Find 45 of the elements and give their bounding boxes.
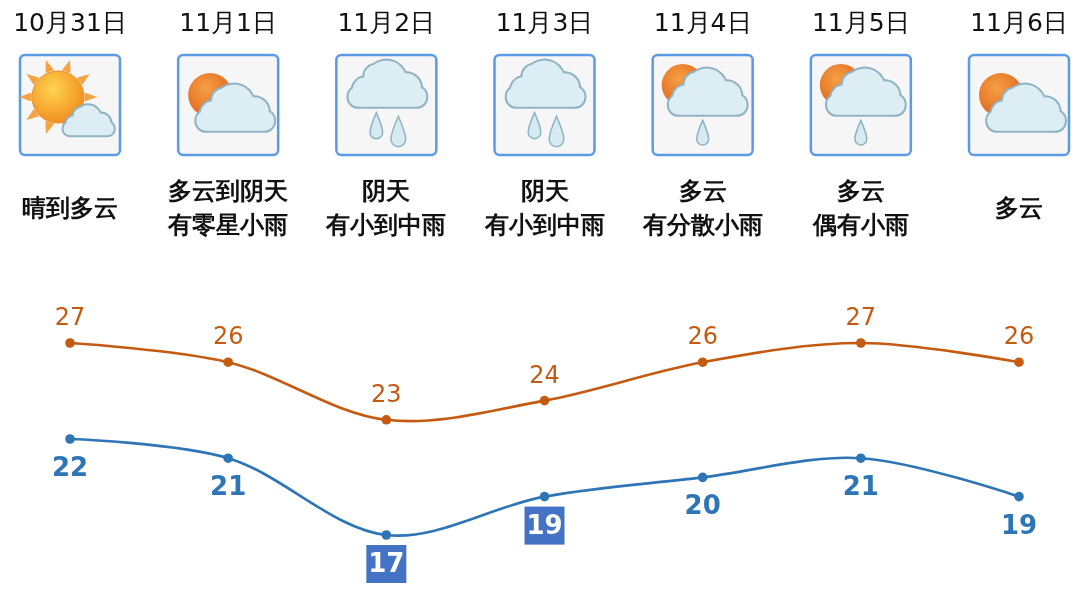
data-label: 19 [1000,509,1038,540]
x-tick-label: 11月5日 [811,8,910,37]
point [539,491,550,502]
text: 晴到多云 [22,193,118,222]
point [697,357,708,367]
point [697,472,708,483]
point [1014,491,1024,502]
point [381,530,392,540]
text: 多云到阴天 [168,176,289,205]
text: 多云 [836,176,885,205]
x-tick-label: 11月4日 [653,8,752,37]
text: 阴天 [362,176,411,205]
text: 多云 [995,193,1043,222]
data-label: 22 [51,452,89,482]
text: 有分散小雨 [641,210,763,239]
text: 偶有小雨 [811,210,909,239]
data-label: 26 [687,322,718,351]
data-label: 21 [842,471,879,502]
point [539,395,550,406]
data-label: 21 [210,471,247,502]
point [65,434,75,444]
point [856,453,866,463]
data-label: 27 [845,303,877,331]
x-tick-label: 10月31日 [13,8,127,37]
x-tick-label: 11月1日 [179,8,278,37]
text: 有小到中雨 [483,210,605,239]
data-label: 20 [684,490,721,521]
data-label: 27 [54,303,86,331]
x-tick-label: 11月2日 [337,8,436,37]
point [223,453,233,463]
text: 有零星小雨 [167,210,289,239]
text: 阴天 [520,176,569,205]
text: 多云 [678,176,727,205]
data-label: 26 [212,322,244,351]
point [856,338,866,348]
data-label: 23 [371,379,402,408]
data-label: 24 [529,360,560,389]
point [65,338,75,348]
point [381,415,392,425]
text: 有小到中雨 [325,210,447,239]
x-tick-label: 11月6日 [970,8,1068,37]
point [1014,357,1024,367]
point [223,357,233,367]
x-tick-label: 11月3日 [495,8,594,37]
data-label: 26 [1003,322,1035,351]
